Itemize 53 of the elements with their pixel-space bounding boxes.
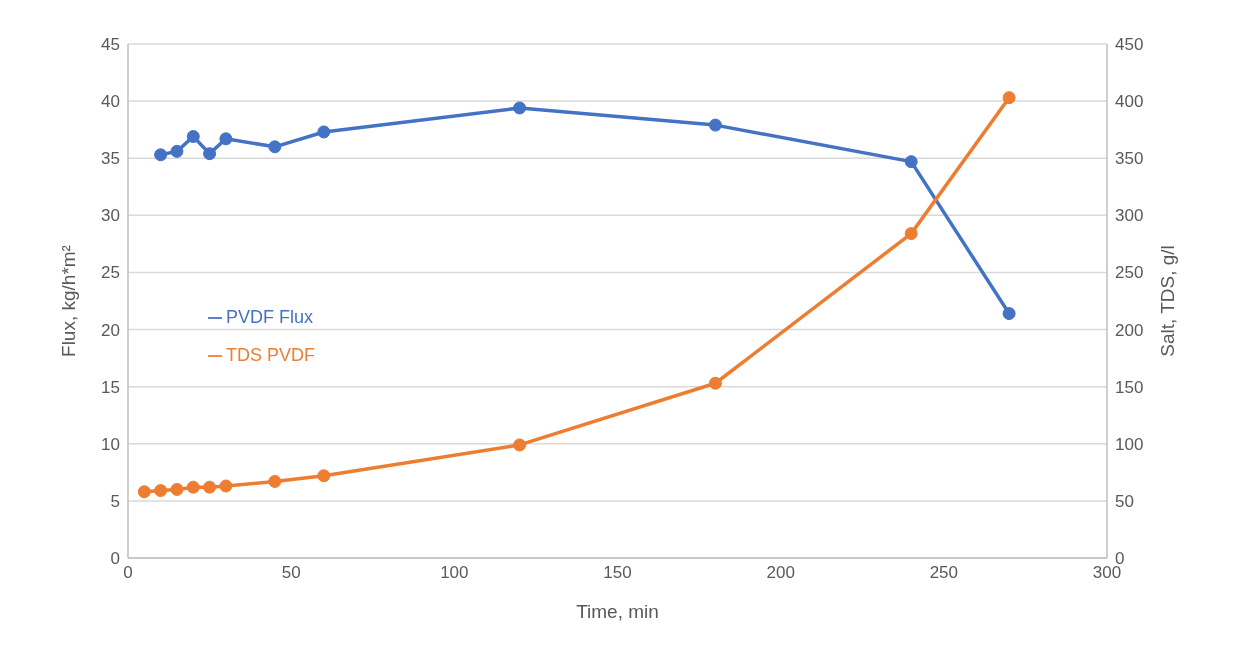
x-axis-title: Time, min: [576, 601, 659, 622]
point: [186, 130, 200, 144]
y-tick-label: 5: [110, 491, 120, 511]
y-tick-label: 25: [101, 263, 120, 283]
y-axis-title: Flux, kg/h*m²: [57, 245, 79, 357]
y2-tick-label: 250: [1115, 263, 1144, 283]
point: [708, 118, 722, 132]
y-tick-label: 10: [101, 434, 120, 454]
point: [904, 155, 918, 169]
y2-tick-label: 450: [1115, 35, 1144, 55]
legend-label: PVDF Flux: [226, 307, 314, 327]
y2-tick-label: 50: [1115, 491, 1134, 511]
y2-tick-label: 100: [1115, 434, 1144, 454]
legend-label: TDS PVDF: [226, 345, 316, 365]
point: [203, 480, 217, 494]
x-tick-label: 250: [929, 563, 959, 583]
point: [1002, 307, 1016, 321]
point: [513, 101, 527, 115]
point: [513, 438, 527, 452]
y2-tick-label: 350: [1115, 149, 1144, 169]
point: [268, 140, 282, 154]
point: [268, 474, 282, 488]
y-tick-label: 45: [101, 35, 120, 55]
x-tick-label: 150: [603, 563, 632, 583]
x-tick-label: 200: [766, 563, 795, 583]
point: [154, 484, 168, 498]
point: [154, 148, 168, 162]
point: [170, 144, 184, 158]
point: [170, 482, 184, 496]
point: [904, 227, 918, 241]
y-tick-label: 15: [101, 377, 120, 397]
y-tick-label: 30: [101, 206, 120, 226]
point: [1002, 91, 1016, 105]
y-tick-label: 0: [110, 549, 120, 569]
y2-tick-label: 150: [1115, 377, 1144, 397]
point: [203, 147, 217, 161]
y-tick-label: 20: [101, 320, 120, 340]
y2-tick-label: 200: [1115, 320, 1144, 340]
point: [317, 469, 331, 483]
point: [219, 479, 233, 493]
point: [708, 376, 722, 390]
y-tick-label: 35: [101, 149, 120, 169]
point: [317, 125, 331, 139]
y2-tick-label: 400: [1115, 92, 1144, 112]
x-tick-label: 0: [123, 563, 133, 583]
x-tick-label: 100: [440, 563, 469, 583]
y-tick-label: 40: [101, 92, 120, 112]
x-tick-label: 50: [281, 563, 301, 583]
point: [186, 480, 200, 494]
point: [219, 132, 233, 146]
y2-axis-title: Salt, TDS, g/l: [1156, 245, 1178, 357]
point: [137, 485, 151, 499]
y2-tick-label: 300: [1115, 206, 1144, 226]
